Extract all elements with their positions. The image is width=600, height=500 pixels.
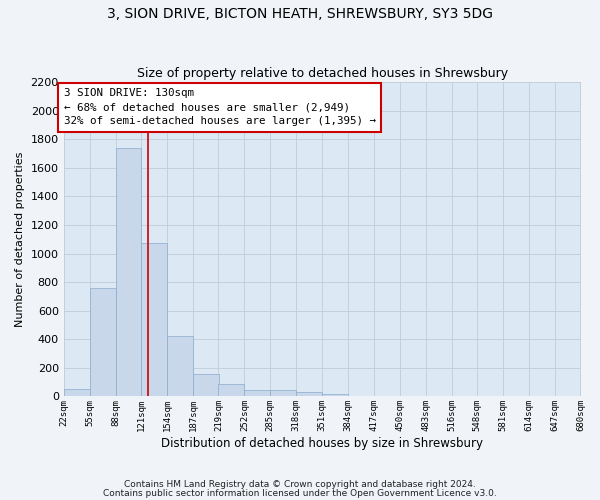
Text: 3 SION DRIVE: 130sqm
← 68% of detached houses are smaller (2,949)
32% of semi-de: 3 SION DRIVE: 130sqm ← 68% of detached h… [64,88,376,126]
Text: Contains HM Land Registry data © Crown copyright and database right 2024.: Contains HM Land Registry data © Crown c… [124,480,476,489]
Text: 3, SION DRIVE, BICTON HEATH, SHREWSBURY, SY3 5DG: 3, SION DRIVE, BICTON HEATH, SHREWSBURY,… [107,8,493,22]
X-axis label: Distribution of detached houses by size in Shrewsbury: Distribution of detached houses by size … [161,437,483,450]
Text: Contains public sector information licensed under the Open Government Licence v3: Contains public sector information licen… [103,488,497,498]
Bar [116,148,142,396]
Bar [89,288,116,397]
Bar [322,394,348,396]
Bar [167,336,193,396]
Bar [270,390,296,396]
Bar [218,384,244,396]
Y-axis label: Number of detached properties: Number of detached properties [15,152,25,327]
Bar [193,374,219,396]
Bar [296,392,322,396]
Bar [142,243,167,396]
Title: Size of property relative to detached houses in Shrewsbury: Size of property relative to detached ho… [137,66,508,80]
Bar [64,388,89,396]
Bar [244,390,270,396]
